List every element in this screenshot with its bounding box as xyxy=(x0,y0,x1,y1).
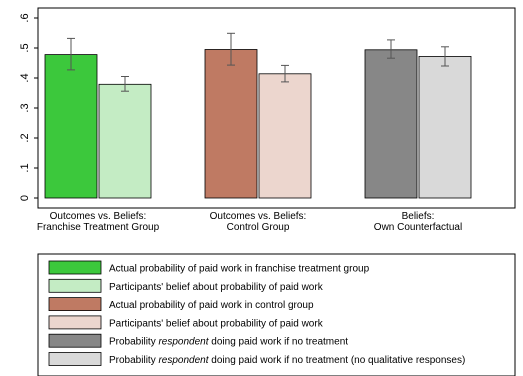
legend-label-part: respondent xyxy=(158,337,209,348)
category-label: Beliefs: xyxy=(402,211,435,222)
legend-label-part: respondent xyxy=(158,355,209,366)
legend-label: Actual probability of paid work in contr… xyxy=(109,300,314,311)
legend-swatch xyxy=(48,260,102,275)
legend-label: Participants' belief about probability o… xyxy=(109,318,324,329)
legend-label-part: doing paid work if no treatment (no qual… xyxy=(209,355,466,366)
legend-label-part: Probability xyxy=(109,337,158,348)
legend-label: Participants' belief about probability o… xyxy=(109,282,324,293)
category-label: Own Counterfactual xyxy=(374,222,462,233)
legend-label-part: doing paid work if no treatment xyxy=(209,337,349,348)
category-label: Outcomes vs. Beliefs: xyxy=(210,211,307,222)
y-tick-label: .6 xyxy=(19,13,31,22)
bar xyxy=(204,49,258,199)
y-tick-label: .2 xyxy=(19,133,31,142)
legend-label: Actual probability of paid work in franc… xyxy=(109,264,370,275)
legend-label: Probability respondent doing paid work i… xyxy=(109,337,348,348)
legend-label: Probability respondent doing paid work i… xyxy=(109,355,465,366)
legend-label-part: Participants' belief about probability o… xyxy=(109,318,324,329)
bar xyxy=(418,56,472,199)
y-tick-label: .5 xyxy=(19,43,31,52)
bar xyxy=(98,83,152,199)
bar xyxy=(44,54,98,199)
legend-label-part: Participants' belief about probability o… xyxy=(109,282,324,293)
legend-swatch xyxy=(48,278,102,293)
category-label: Outcomes vs. Beliefs: xyxy=(50,211,147,222)
category-label: Control Group xyxy=(227,222,290,233)
legend-frame xyxy=(37,253,516,376)
y-tick-label: .4 xyxy=(19,73,31,82)
bar xyxy=(364,49,418,199)
legend-label-part: Probability xyxy=(109,355,158,366)
legend-label-part: Actual probability of paid work in franc… xyxy=(109,264,370,275)
legend-swatch xyxy=(48,297,102,312)
category-label: Franchise Treatment Group xyxy=(37,222,160,233)
y-tick-label: 0 xyxy=(19,195,31,201)
bar xyxy=(258,73,312,199)
legend-swatch xyxy=(48,315,102,330)
legend-swatch xyxy=(48,333,102,348)
legend-label-part: Actual probability of paid work in contr… xyxy=(109,300,314,311)
legend-swatch xyxy=(48,352,102,366)
y-tick-label: .3 xyxy=(19,103,31,112)
y-tick-label: .1 xyxy=(19,163,31,172)
